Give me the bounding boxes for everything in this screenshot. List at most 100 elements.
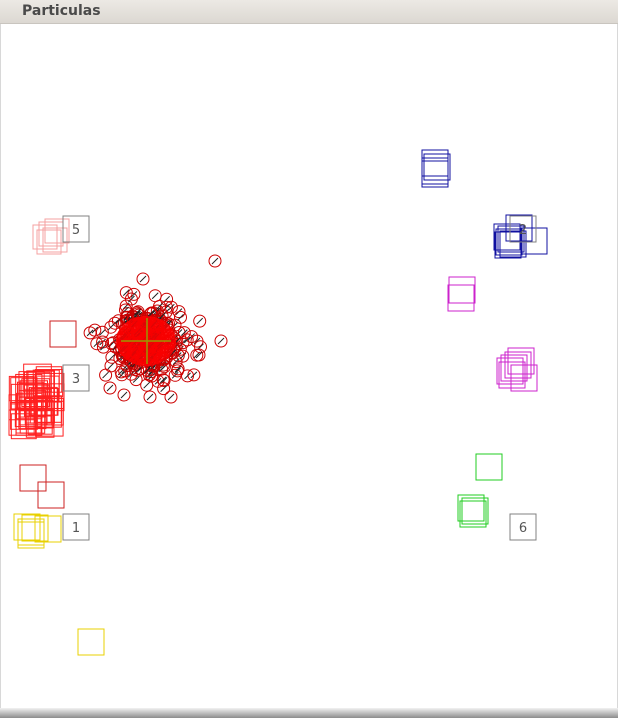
measurement-square-red <box>35 372 65 402</box>
measurement-square-darkred <box>49 320 77 348</box>
measurement-square-blue <box>493 223 521 251</box>
particle <box>119 299 133 313</box>
measurement-square-red <box>25 397 52 424</box>
particle-scene: 5 3 1 2 6 <box>8 149 548 656</box>
particle-heading <box>158 312 166 320</box>
particle <box>111 314 125 328</box>
particle-cloud <box>83 254 228 404</box>
measurement-square-green <box>457 494 485 522</box>
measurement-square-pink <box>36 229 62 255</box>
landmark-6: 6 <box>509 513 537 541</box>
particle <box>181 369 194 383</box>
particle-heading <box>93 340 101 348</box>
particle <box>164 390 178 404</box>
particle-heading <box>133 309 141 317</box>
measurement-square-magenta <box>500 354 528 382</box>
particle-heading <box>86 329 94 337</box>
landmark-5: 5 <box>62 215 90 243</box>
particle-heading <box>184 372 191 380</box>
particle-heading <box>147 310 154 318</box>
particle-heading <box>130 291 138 298</box>
particle-heading <box>156 303 163 310</box>
particle-heading <box>172 358 180 365</box>
particle-heading <box>174 365 182 373</box>
particle <box>160 292 174 306</box>
landmark-5-box <box>62 215 90 243</box>
particle-heading <box>196 317 204 325</box>
measurement-square-blue <box>497 225 525 253</box>
landmark-3-box <box>62 364 90 392</box>
landmark-1-label: 1 <box>72 521 80 536</box>
particle <box>160 300 173 314</box>
particle-heading <box>134 310 141 318</box>
measurement-square-yellow <box>17 521 45 549</box>
measurement-square-red <box>23 363 52 393</box>
particle <box>108 316 122 330</box>
particle <box>129 373 143 387</box>
particle <box>171 362 185 376</box>
particle-heading <box>143 367 151 374</box>
particle <box>119 286 133 300</box>
landmark-boxes: 5 3 1 2 6 <box>62 215 537 541</box>
measurement-square-darkred <box>19 464 47 492</box>
particle <box>177 326 191 340</box>
particle <box>153 299 166 313</box>
particle-heading <box>158 365 165 373</box>
window-titlebar[interactable]: Particulas <box>0 0 618 24</box>
measurement-square-darkred <box>37 481 65 509</box>
landmark-1-box <box>62 513 90 541</box>
particle-heading <box>128 295 135 303</box>
particle-heading <box>91 326 99 334</box>
particle-heading <box>120 391 128 399</box>
measurement-square-yellow <box>34 515 62 543</box>
particle <box>192 348 206 362</box>
measurement-square-magenta <box>507 347 535 375</box>
measurement-square-pink <box>44 218 70 244</box>
measurement-square-red <box>8 394 35 421</box>
landmark-5-label: 5 <box>72 223 80 238</box>
measurement-square-magenta <box>498 361 526 389</box>
particle-heading <box>146 393 154 401</box>
particle <box>156 373 170 387</box>
particle-heading <box>217 337 225 345</box>
particle <box>127 287 141 301</box>
particle-heading <box>106 384 114 392</box>
particle <box>117 388 131 402</box>
particle <box>136 272 150 286</box>
particle-heading <box>160 385 167 392</box>
particle-heading <box>174 367 181 375</box>
measurement-square-blue <box>421 160 449 188</box>
particle <box>90 337 104 351</box>
landmark-6-label: 6 <box>519 521 527 536</box>
measurement-square-magenta <box>448 276 476 304</box>
particle-heading <box>171 371 179 379</box>
particle <box>143 390 157 404</box>
measurement-square-pink <box>42 227 68 253</box>
particle <box>99 368 113 382</box>
particle-heading <box>193 351 201 359</box>
position-estimate-cross <box>121 318 171 364</box>
particle-heading <box>102 371 109 379</box>
window-title: Particulas <box>22 3 101 19</box>
particle-heading <box>211 257 219 265</box>
measurement-square-red <box>16 392 43 420</box>
particle <box>104 320 118 334</box>
particle-heading <box>148 372 155 380</box>
measurement-square-green <box>459 500 487 528</box>
particle <box>172 305 186 319</box>
particle <box>193 314 207 328</box>
landmark-2-label: 2 <box>519 223 527 238</box>
particle-heading <box>139 275 147 283</box>
measurement-square-magenta <box>510 364 538 392</box>
particle <box>208 254 222 268</box>
particle-heading <box>143 381 151 389</box>
particle-heading <box>107 362 115 370</box>
measurement-square-red <box>26 370 55 400</box>
particle-heading <box>193 337 201 345</box>
particle-heading <box>180 329 188 336</box>
particle-heading <box>99 328 106 336</box>
particle-heading <box>107 323 115 331</box>
particle <box>157 382 171 396</box>
particle-heading <box>122 289 130 296</box>
particle-heading <box>151 292 159 300</box>
